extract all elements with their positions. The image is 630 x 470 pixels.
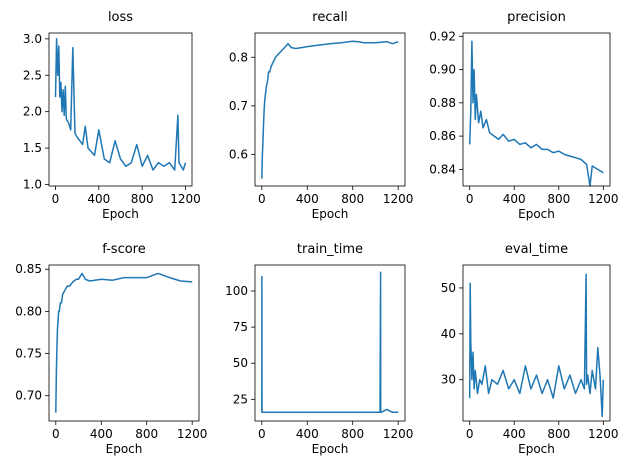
recall-x-tick-label: 0 (258, 192, 266, 206)
train_time-x-tick-label: 0 (258, 427, 266, 441)
recall-series-line (261, 40, 399, 179)
precision-x-tick-label: 0 (466, 192, 474, 206)
precision-x-tick-label: 800 (547, 192, 570, 206)
loss-y-tick-label: 2.5 (23, 68, 42, 82)
recall-x-axis-label: Epoch (312, 207, 349, 221)
precision-x-tick-label: 400 (503, 192, 526, 206)
eval_time-y-tick-label: 30 (441, 373, 456, 387)
f-score-axes-frame (48, 264, 200, 422)
loss-x-axis-label: Epoch (102, 207, 139, 221)
train_time-series-line (261, 271, 399, 414)
recall-title: recall (312, 10, 347, 25)
subplot-precision: 0 400 800 1200 0.84 0.86 0.88 0.90 0.92 precision… (429, 10, 618, 221)
f-score-y-tick-label: 0.80 (15, 304, 42, 318)
precision-y-tick-label: 0.86 (429, 129, 456, 143)
eval_time-x-tick-label: 0 (466, 427, 474, 441)
f-score-title: f-score (102, 242, 146, 257)
loss-axes-frame (48, 32, 193, 187)
f-score-x-tick-label: 800 (135, 427, 158, 441)
eval_time-series-line (468, 273, 605, 418)
eval_time-x-tick-label: 1200 (588, 427, 619, 441)
eval_time-y-tick-label: 50 (441, 281, 456, 295)
precision-y-tick-label: 0.84 (429, 162, 456, 176)
loss-y-tick-label: 1.5 (23, 141, 42, 155)
eval_time-axes-frame (462, 264, 611, 422)
f-score-y-tick-label: 0.70 (15, 389, 42, 403)
train_time-y-tick-label: 25 (233, 392, 248, 406)
train_time-x-tick-label: 800 (341, 427, 364, 441)
f-score-series-line (55, 272, 193, 413)
subplot-loss: 0 400 800 1200 1.0 1.5 2.0 2.5 3.0 loss Epoch (23, 10, 201, 221)
recall-x-tick-label: 800 (341, 192, 364, 206)
recall-y-tick-label: 0.6 (229, 147, 248, 161)
loss-series-line (54, 38, 187, 171)
eval_time-x-tick-label: 800 (547, 427, 570, 441)
subplot-recall: 0 400 800 1200 0.6 0.7 0.8 recall Epoch (229, 10, 414, 221)
recall-y-tick-label: 0.8 (229, 50, 248, 64)
train_time-y-tick-label: 100 (225, 284, 248, 298)
eval_time-x-axis-label: Epoch (518, 442, 555, 456)
f-score-x-tick-label: 400 (90, 427, 113, 441)
precision-title: precision (507, 10, 566, 25)
train_time-title: train_time (297, 242, 363, 257)
subplot-train_time: 0 400 800 1200 25 50 75 100 train_time Epoch (225, 242, 413, 456)
loss-x-tick-label: 800 (131, 192, 154, 206)
train_time-x-tick-label: 1200 (383, 427, 414, 441)
subplot-f-score: 0 400 800 1200 0.70 0.75 0.80 0.85 f-score Epoch (15, 242, 207, 456)
loss-x-tick-label: 400 (87, 192, 110, 206)
f-score-x-tick-label: 0 (52, 427, 60, 441)
precision-series-line (468, 40, 604, 187)
loss-y-tick-label: 1.0 (23, 178, 42, 192)
recall-axes-frame (254, 32, 406, 187)
recall-x-tick-label: 1200 (383, 192, 414, 206)
loss-x-tick-label: 1200 (170, 192, 201, 206)
eval_time-y-tick-label: 40 (441, 327, 456, 341)
train_time-x-tick-label: 400 (296, 427, 319, 441)
precision-x-axis-label: Epoch (518, 207, 555, 221)
precision-y-tick-label: 0.92 (429, 29, 456, 43)
eval_time-title: eval_time (505, 242, 568, 257)
precision-axes-frame (462, 32, 611, 187)
loss-y-tick-label: 2.0 (23, 105, 42, 119)
recall-y-tick-label: 0.7 (229, 99, 248, 113)
precision-x-tick-label: 1200 (588, 192, 619, 206)
train_time-y-tick-label: 50 (233, 356, 248, 370)
eval_time-x-tick-label: 400 (503, 427, 526, 441)
loss-title: loss (108, 10, 133, 25)
recall-x-tick-label: 400 (296, 192, 319, 206)
train_time-y-tick-label: 75 (233, 320, 248, 334)
loss-x-tick-label: 0 (52, 192, 60, 206)
f-score-y-tick-label: 0.75 (15, 347, 42, 361)
loss-y-tick-label: 3.0 (23, 32, 42, 46)
f-score-x-tick-label: 1200 (177, 427, 208, 441)
train_time-axes-frame (254, 264, 406, 422)
f-score-y-tick-label: 0.85 (15, 262, 42, 276)
precision-y-tick-label: 0.88 (429, 96, 456, 110)
train_time-x-axis-label: Epoch (312, 442, 349, 456)
f-score-x-axis-label: Epoch (106, 442, 143, 456)
subplot-eval_time: 0 400 800 1200 30 40 50 eval_time Epoch (441, 242, 619, 456)
precision-y-tick-label: 0.90 (429, 63, 456, 77)
